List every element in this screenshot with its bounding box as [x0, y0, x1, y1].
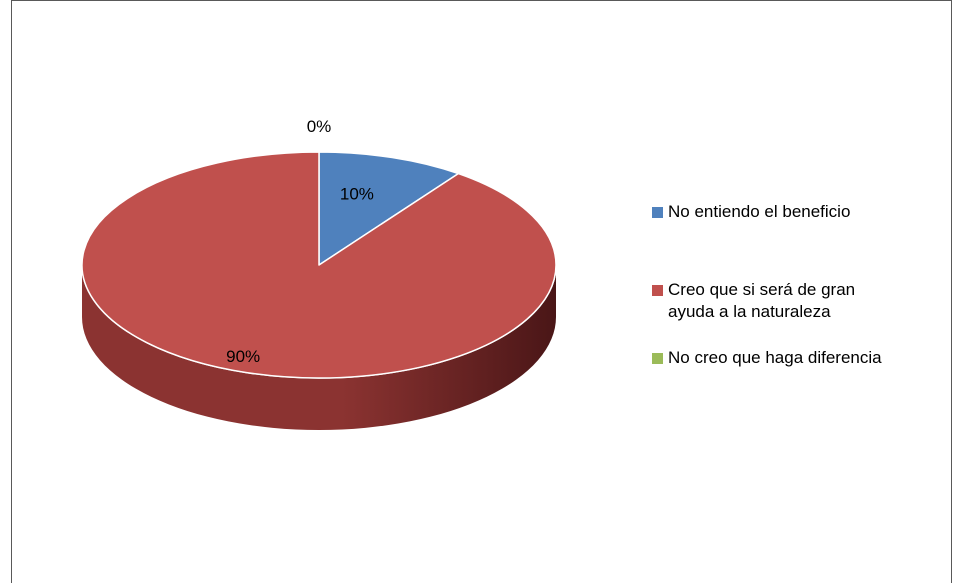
- legend-label: No creo que haga diferencia: [668, 348, 882, 367]
- legend-swatch: [652, 285, 663, 296]
- legend-swatch: [652, 207, 663, 218]
- legend-swatch: [652, 353, 663, 364]
- pie-labels: 10% 90% 0%: [226, 117, 374, 366]
- data-label: 90%: [226, 347, 260, 366]
- data-label: 10%: [340, 184, 374, 203]
- legend-item-creo-que-si: Creo que si será de gran ayuda a la natu…: [652, 279, 855, 323]
- chart-area: 10% 90% 0% No entiendo el beneficio Creo q…: [11, 0, 952, 583]
- pie-slices: [81, 151, 557, 379]
- pie-slice: [81, 151, 557, 379]
- data-label: 0%: [307, 117, 332, 136]
- legend-item-no-entiendo: No entiendo el beneficio: [652, 201, 850, 223]
- legend-label: Creo que si será de gran ayuda a la natu…: [668, 280, 856, 321]
- pie-slice: [318, 151, 460, 266]
- pie-side-wall: [82, 265, 556, 430]
- legend-label: No entiendo el beneficio: [668, 202, 851, 221]
- pie-chart: 10% 90% 0%: [81, 117, 557, 430]
- legend-item-no-creo: No creo que haga diferencia: [652, 347, 882, 369]
